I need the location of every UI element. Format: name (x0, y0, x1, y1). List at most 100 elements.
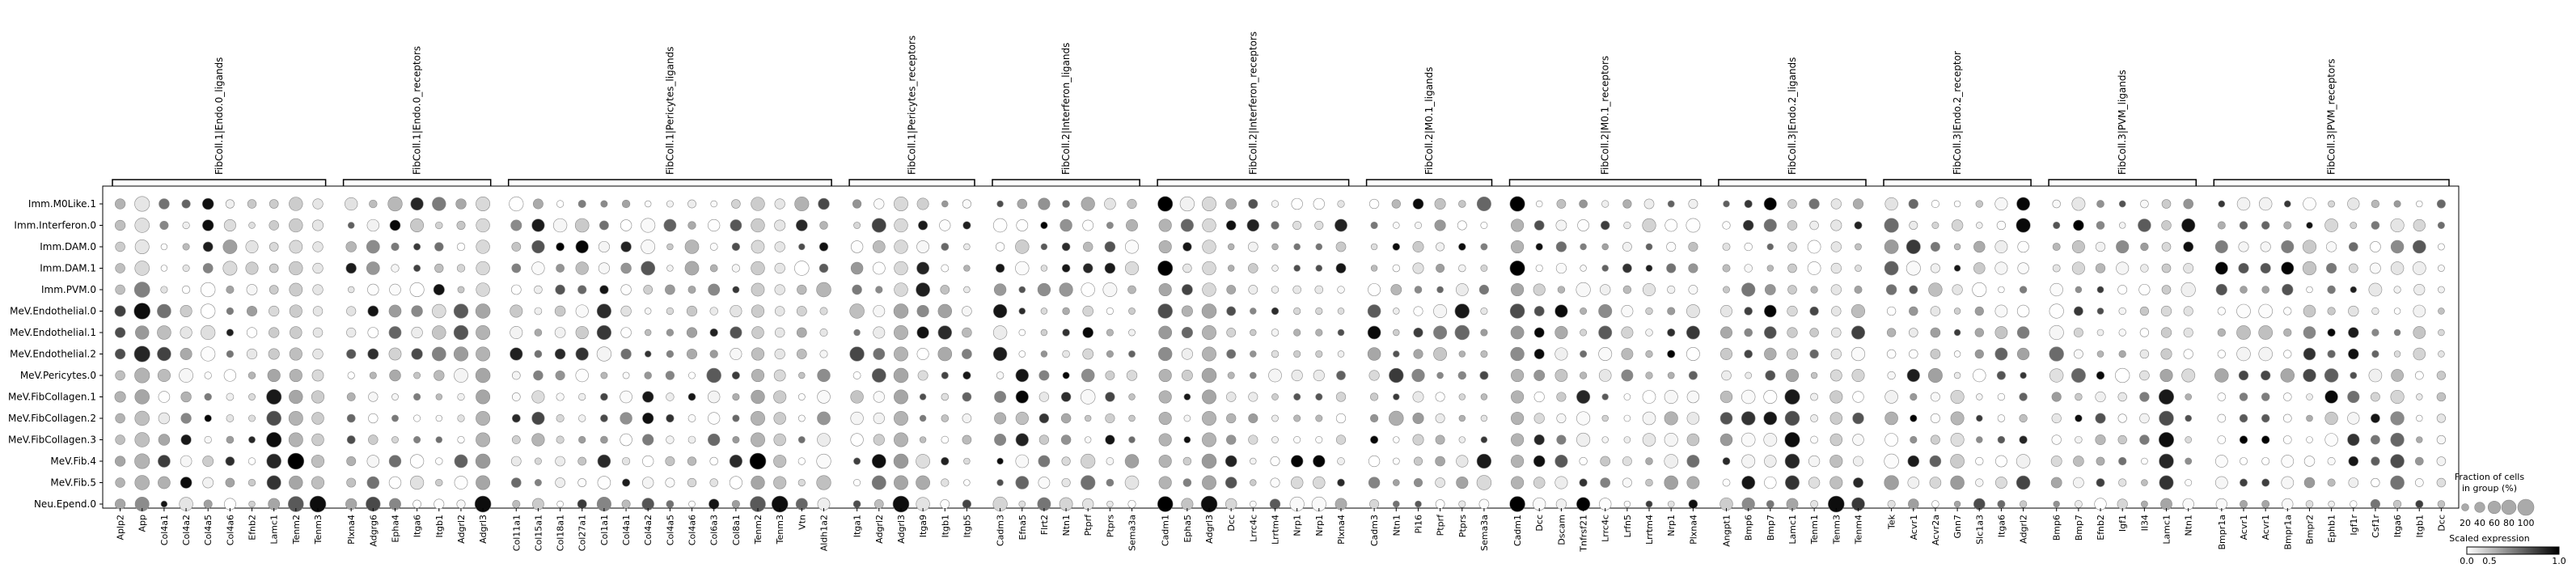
dot (2371, 221, 2380, 230)
dot (1906, 261, 1921, 276)
dot (1972, 282, 1987, 297)
dot (873, 326, 886, 339)
dot (1291, 369, 1303, 382)
dot (1104, 241, 1116, 252)
dot (1554, 304, 1568, 318)
dot (1622, 242, 1632, 252)
dot (1060, 413, 1072, 424)
dot (1720, 305, 1732, 317)
dot (1367, 325, 1381, 340)
dot (534, 285, 543, 295)
dot (2074, 349, 2083, 359)
dot (456, 264, 466, 273)
dot (2306, 222, 2313, 229)
dot (1412, 391, 1424, 403)
dot (708, 412, 721, 425)
dot (1621, 326, 1634, 339)
dot (1763, 218, 1777, 232)
dot (1930, 327, 1941, 338)
dot (1645, 329, 1653, 337)
column-label: Il34 (2139, 515, 2150, 531)
dot (992, 325, 1008, 340)
dot (962, 349, 972, 359)
dot (367, 305, 379, 317)
dot (2390, 261, 2405, 275)
dot (476, 411, 491, 426)
dot (1183, 393, 1191, 401)
dot (2368, 368, 2383, 383)
dot (849, 346, 865, 362)
dot (2096, 371, 2105, 380)
dot (644, 329, 652, 337)
dot (1269, 498, 1281, 510)
dot (2096, 350, 2104, 358)
dot (2139, 370, 2150, 381)
dot (1809, 349, 1819, 359)
dot (2305, 500, 2314, 508)
dot (2281, 240, 2295, 253)
dot (916, 454, 930, 468)
dot (1554, 325, 1568, 340)
dot (1081, 453, 1096, 469)
dot (435, 221, 443, 230)
dot (201, 303, 216, 319)
dot (2324, 411, 2338, 426)
dot (1950, 411, 1965, 426)
dot (1392, 243, 1401, 251)
dot (366, 261, 380, 275)
dot (1037, 282, 1051, 297)
group-bracket (1718, 179, 1867, 186)
dot (2347, 390, 2360, 404)
dot (620, 390, 632, 404)
dot (709, 456, 718, 466)
dot (1435, 434, 1445, 445)
column-label: Cadm3 (996, 515, 1006, 546)
dot (2160, 348, 2172, 360)
dot (368, 392, 379, 402)
dot (1907, 455, 1920, 468)
group-bracket (1157, 179, 1350, 186)
dot (1623, 436, 1631, 443)
dot (575, 368, 589, 383)
dot (288, 496, 304, 512)
dot (732, 392, 740, 401)
dot (413, 371, 421, 379)
dot (940, 285, 950, 295)
dot (2283, 200, 2291, 208)
dot (1973, 368, 1986, 383)
dot (160, 500, 168, 508)
dot (2118, 350, 2126, 358)
dot (2414, 478, 2424, 487)
dot (940, 499, 950, 509)
dot (1953, 243, 1961, 251)
dot (2413, 239, 2426, 254)
dot (1369, 392, 1379, 401)
dot (389, 283, 401, 296)
dot (873, 499, 884, 509)
dot (1182, 478, 1192, 487)
dot (1741, 411, 1756, 426)
dot (1436, 264, 1445, 273)
dot (2393, 307, 2401, 315)
row-label: MeV.Pericytes.0 (20, 370, 96, 381)
dot (412, 499, 421, 509)
dot (1642, 433, 1656, 447)
dot (1018, 286, 1026, 294)
dot (1995, 455, 2007, 468)
column-label: Ntn1 (2184, 515, 2194, 536)
dot (2393, 200, 2401, 208)
dot (2370, 392, 2380, 402)
dot (1642, 218, 1656, 233)
row-label: Imm.PVM.0 (41, 284, 96, 295)
dot (312, 284, 324, 295)
dot (1953, 265, 1961, 272)
dot (794, 196, 810, 212)
dot (596, 346, 612, 362)
dot (456, 242, 466, 252)
dot (2051, 413, 2062, 424)
dot (2183, 263, 2194, 273)
dot (1105, 434, 1115, 445)
dot (853, 222, 861, 229)
dot (600, 392, 608, 401)
dot (1335, 498, 1347, 511)
